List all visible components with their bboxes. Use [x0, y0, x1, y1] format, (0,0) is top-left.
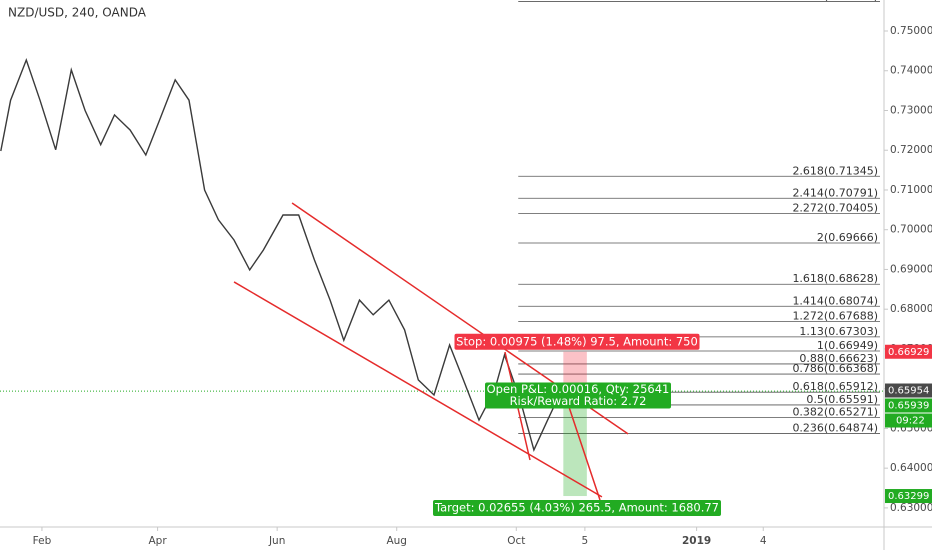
target-label: Target: 0.02655 (4.03%) 265.5, Amount: 1…: [434, 501, 719, 515]
price-line: [0, 57, 561, 452]
countdown: 09:22: [896, 416, 925, 427]
x-tick-label: 2019: [682, 535, 711, 547]
trend-line: [233, 281, 603, 498]
y-tick-label: 0.68000: [890, 303, 932, 315]
fib-label: 0.5(0.65591): [806, 393, 878, 406]
fib-label: 0.786(0.66368): [792, 362, 878, 375]
y-tick-label: 0.70000: [890, 224, 932, 236]
chart-title: NZD/USD, 240, OANDA: [8, 6, 147, 20]
y-tick-label: 0.64000: [890, 462, 932, 474]
price-tag: [885, 383, 932, 398]
fib-label: 2.414(0.70791): [792, 186, 878, 199]
price-tag-label: 0.63299: [888, 491, 929, 502]
pnl-box: [485, 382, 671, 409]
y-tick-label: 0.75000: [890, 25, 932, 37]
price-tag: [885, 398, 932, 413]
fib-label: 2(0.69666): [817, 231, 878, 244]
stop-label-box: [454, 333, 700, 350]
fib-label: 1.618(0.68628): [792, 272, 878, 285]
y-tick-label: 0.69000: [890, 263, 932, 275]
target-label-box: [433, 500, 721, 517]
price-tag-label: 0.66929: [888, 347, 929, 358]
fib-label: 1.414(0.68074): [792, 294, 878, 307]
price-tag: [885, 489, 932, 504]
fib-label: 2.618(0.71345): [792, 164, 878, 177]
price-tag-label: 0.65954: [888, 386, 929, 397]
y-tick-label: 0.63000: [890, 502, 932, 514]
x-tick-label: 4: [760, 535, 767, 547]
x-tick-label: Feb: [33, 535, 52, 547]
fib-label: 4.236(0.75741): [792, 0, 878, 3]
fib-label: 0.88(0.66623): [799, 352, 878, 365]
pnl-label: Open P&L: 0.00016, Qty: 25641: [487, 382, 670, 396]
fib-label: 0.618(0.65912): [792, 380, 878, 393]
countdown-box: [885, 413, 932, 428]
fib-label: 1.272(0.67688): [792, 310, 878, 323]
y-tick-label: 0.74000: [890, 65, 932, 77]
fib-label: 1(0.66949): [817, 339, 878, 352]
x-tick-label: Oct: [507, 535, 525, 547]
ratio-label: Risk/Reward Ratio: 2.72: [510, 394, 647, 408]
x-tick-label: Aug: [386, 535, 407, 547]
x-tick-label: 5: [582, 535, 589, 547]
fib-label: 1.13(0.67303): [799, 325, 878, 338]
stop-label: Stop: 0.00975 (1.48%) 97.5, Amount: 750: [456, 334, 698, 348]
fib-label: 0.236(0.64874): [792, 421, 878, 434]
x-tick-label: Jun: [268, 535, 285, 547]
y-tick-label: 0.72000: [890, 144, 932, 156]
x-tick-label: Apr: [149, 535, 168, 547]
y-tick-label: 0.71000: [890, 184, 932, 196]
target-zone: [563, 390, 587, 497]
y-tick-label: 0.73000: [890, 104, 932, 116]
fib-label: 2.272(0.70405): [792, 202, 878, 215]
price-tag-label: 0.65939: [888, 401, 929, 412]
price-tag: [885, 344, 932, 359]
stop-zone: [563, 351, 587, 391]
fib-label: 0.382(0.65271): [792, 406, 878, 419]
